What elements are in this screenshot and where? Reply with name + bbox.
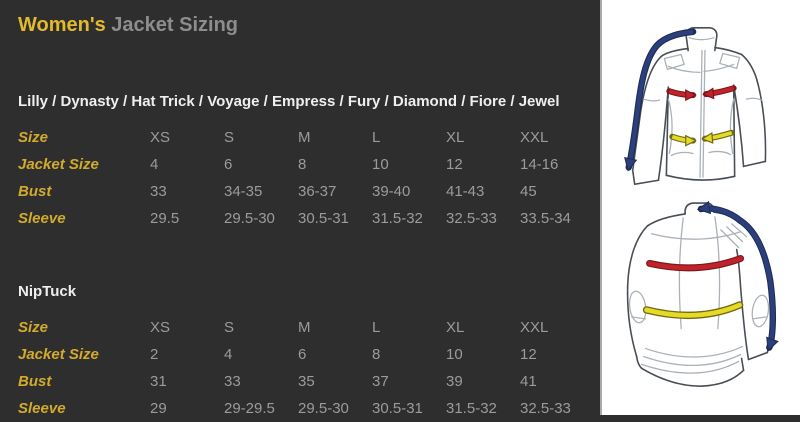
sleeve-value: 31.5-32 xyxy=(372,210,423,227)
size-value: XS xyxy=(150,129,171,146)
size-value: XL xyxy=(446,319,465,336)
table-row-jacket-size: Jacket Size 4 6 8 10 12 14-16 xyxy=(18,151,593,178)
sleeve-measure-arrow-back xyxy=(701,208,773,347)
row-label-size: Size xyxy=(18,319,49,336)
bust-value: 34-35 xyxy=(224,183,263,200)
row-label-sleeve: Sleeve xyxy=(18,400,66,417)
row-label-bust: Bust xyxy=(18,183,52,200)
bust-value: 41 xyxy=(520,373,537,390)
sleeve-value: 29.5 xyxy=(150,210,180,227)
size-value: XS xyxy=(150,319,171,336)
size-value: M xyxy=(298,129,311,146)
bust-measure-band xyxy=(646,255,745,272)
jacket-size-value: 4 xyxy=(150,156,159,173)
bust-value: 33 xyxy=(224,373,241,390)
bust-value: 45 xyxy=(520,183,537,200)
sleeve-measure-arrow xyxy=(629,28,697,168)
sleeve-value: 29.5-30 xyxy=(298,400,349,417)
row-label-bust: Bust xyxy=(18,373,52,390)
bust-value: 41-43 xyxy=(446,183,485,200)
bust-measure-arrow xyxy=(666,85,737,95)
sleeve-value: 31.5-32 xyxy=(446,400,497,417)
row-label-size: Size xyxy=(18,129,49,146)
size-value: XXL xyxy=(520,129,549,146)
bust-value: 36-37 xyxy=(298,183,337,200)
sleeve-value: 32.5-33 xyxy=(520,400,571,417)
size-table-lilly: Lilly / Dynasty / Hat Trick / Voyage / E… xyxy=(18,92,593,232)
bust-value: 39-40 xyxy=(372,183,411,200)
jacket-size-value: 6 xyxy=(298,346,307,363)
table-row-size: Size XS S M L XL XXL xyxy=(18,124,593,151)
jacket-size-value: 6 xyxy=(224,156,233,173)
bust-value: 33 xyxy=(150,183,167,200)
table-row-size: Size XS S M L XL XXL xyxy=(18,314,593,341)
sleeve-value: 29 xyxy=(150,400,167,417)
jacket-diagram-panel xyxy=(600,0,800,415)
jacket-back-diagram xyxy=(626,200,800,387)
waist-measure-band xyxy=(642,301,744,320)
jacket-size-value: 2 xyxy=(150,346,159,363)
jacket-size-value: 8 xyxy=(298,156,307,173)
jacket-size-value: 10 xyxy=(372,156,389,173)
sleeve-value: 30.5-31 xyxy=(298,210,349,227)
size-value: L xyxy=(372,129,381,146)
size-value: M xyxy=(298,319,311,336)
jacket-size-value: 14-16 xyxy=(520,156,559,173)
size-table-niptuck: NipTuck Size XS S M L XL XXL Jacket Size… xyxy=(18,282,593,422)
table-row-bust: Bust 31 33 35 37 39 41 xyxy=(18,368,593,395)
bust-value: 37 xyxy=(372,373,389,390)
table-row-bust: Bust 33 34-35 36-37 39-40 41-43 45 xyxy=(18,178,593,205)
jacket-size-value: 10 xyxy=(446,346,463,363)
sleeve-value: 29-29.5 xyxy=(224,400,275,417)
row-label-jacket-size: Jacket Size xyxy=(18,346,99,363)
bust-value: 31 xyxy=(150,373,167,390)
size-value: S xyxy=(224,319,235,336)
size-value: XXL xyxy=(520,319,549,336)
table-row-sleeve: Sleeve 29.5 29.5-30 30.5-31 31.5-32 32.5… xyxy=(18,205,593,232)
size-value: XL xyxy=(446,129,465,146)
row-label-sleeve: Sleeve xyxy=(18,210,66,227)
sleeve-value: 30.5-31 xyxy=(372,400,423,417)
jacket-back-details xyxy=(628,216,770,374)
sleeve-value: 33.5-34 xyxy=(520,210,571,227)
size-value: L xyxy=(372,319,381,336)
table-row-jacket-size: Jacket Size 2 4 6 8 10 12 xyxy=(18,341,593,368)
page-title: Women's Jacket Sizing xyxy=(18,12,600,38)
table-title-lilly: Lilly / Dynasty / Hat Trick / Voyage / E… xyxy=(18,93,560,110)
sleeve-value: 32.5-33 xyxy=(446,210,497,227)
bust-value: 39 xyxy=(446,373,463,390)
jacket-size-value: 12 xyxy=(446,156,463,173)
jacket-size-value: 12 xyxy=(520,346,537,363)
table-row-sleeve: Sleeve 29 29-29.5 29.5-30 30.5-31 31.5-3… xyxy=(18,395,593,422)
jacket-front-details xyxy=(642,37,763,178)
jacket-size-value: 4 xyxy=(224,346,233,363)
table-title-niptuck: NipTuck xyxy=(18,283,77,300)
page-title-accent: Women's xyxy=(18,14,106,36)
sizing-panel: Women's Jacket Sizing Lilly / Dynasty / … xyxy=(18,12,600,417)
jacket-front-diagram xyxy=(602,27,767,186)
jacket-size-value: 8 xyxy=(372,346,381,363)
row-label-jacket-size: Jacket Size xyxy=(18,156,99,173)
bust-value: 35 xyxy=(298,373,315,390)
page-title-rest: Jacket Sizing xyxy=(111,14,239,36)
sleeve-value: 29.5-30 xyxy=(224,210,275,227)
size-value: S xyxy=(224,129,235,146)
waist-measure-arrow xyxy=(669,129,735,141)
